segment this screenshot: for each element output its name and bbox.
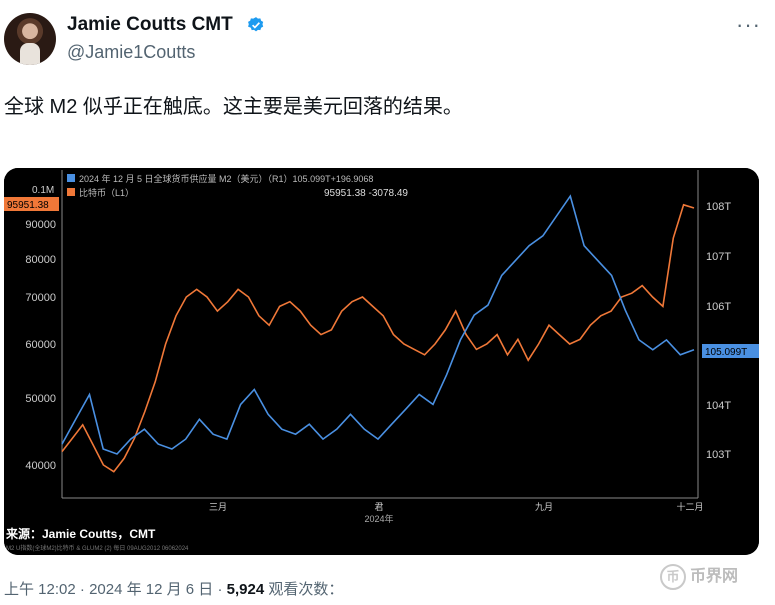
x-tick-label: 九月 <box>535 502 553 512</box>
series-btc-line <box>61 203 695 473</box>
legend-swatch-btc <box>67 188 75 196</box>
tweet-time[interactable]: 上午 12:02 <box>4 581 76 598</box>
more-icon[interactable]: ··· <box>736 12 761 37</box>
watermark-text: 币界网 <box>690 568 739 585</box>
left-price-badge <box>4 197 59 211</box>
left-price-badge-text: 95951.38 <box>7 200 49 211</box>
left-top-tick: 0.1M <box>32 185 54 196</box>
verified-badge-icon <box>248 17 264 32</box>
right-tick-label: 107T <box>706 251 731 263</box>
x-tick-label: 十二月 <box>676 501 703 512</box>
left-tick-label: 40000 <box>25 460 56 472</box>
legend-btc-text: 比特币（L1） <box>79 187 134 198</box>
author-handle[interactable]: @Jamie1Coutts <box>67 42 196 62</box>
chart-footnote: M2 U指数(全球M2)比特币 & GLUM2 (2) 每日 09AUG2012… <box>6 544 189 552</box>
view-count: 5,924 <box>226 581 265 598</box>
x-tick-label: 三月 <box>209 502 227 512</box>
avatar[interactable] <box>4 13 56 65</box>
right-tick-label: 108T <box>706 201 731 213</box>
legend-btc-value: 95951.38 -3078.49 <box>324 188 408 199</box>
left-tick-label: 90000 <box>25 219 56 231</box>
author-name[interactable]: Jamie Coutts CMT <box>67 14 233 35</box>
right-m2-badge <box>702 344 759 358</box>
x-axis-year: 2024年 <box>364 513 393 524</box>
left-tick-label: 50000 <box>25 393 56 405</box>
right-tick-label: 106T <box>706 301 731 313</box>
x-tick-label: 君 <box>374 502 383 512</box>
legend-swatch-m2 <box>67 174 75 182</box>
coin-logo-icon: 币 <box>660 563 686 590</box>
tweet-date[interactable]: 2024 年 12 月 6 日 <box>89 581 214 598</box>
left-tick-label: 60000 <box>25 339 56 351</box>
chart-image[interactable]: 2024 年 12 月 5 日全球货币供应量 M2（美元）（R1）105.099… <box>4 168 759 555</box>
left-tick-label: 80000 <box>25 254 56 266</box>
left-tick-label: 70000 <box>25 292 56 304</box>
chart-source: 来源：Jamie Coutts，CMT <box>5 526 156 541</box>
meta-separator: · <box>79 581 85 598</box>
right-m2-badge-text: 105.099T <box>705 347 747 358</box>
series-m2-line <box>61 194 695 455</box>
watermark: 币币界网 <box>660 562 738 590</box>
legend-m2-text: 2024 年 12 月 5 日全球货币供应量 M2（美元）（R1）105.099… <box>79 173 373 184</box>
right-tick-label: 104T <box>706 400 731 412</box>
right-tick-label: 103T <box>706 449 731 461</box>
view-count-label: 观看次数： <box>268 581 344 598</box>
chart-svg: 2024 年 12 月 5 日全球货币供应量 M2（美元）（R1）105.099… <box>4 168 759 555</box>
meta-separator: · <box>217 581 223 598</box>
tweet-text: 全球 M2 似乎正在触底。这主要是美元回落的结果。 <box>4 96 463 118</box>
tweet-meta: 上午 12:02 · 2024 年 12 月 6 日 · 5,924 观看次数： <box>4 578 343 599</box>
